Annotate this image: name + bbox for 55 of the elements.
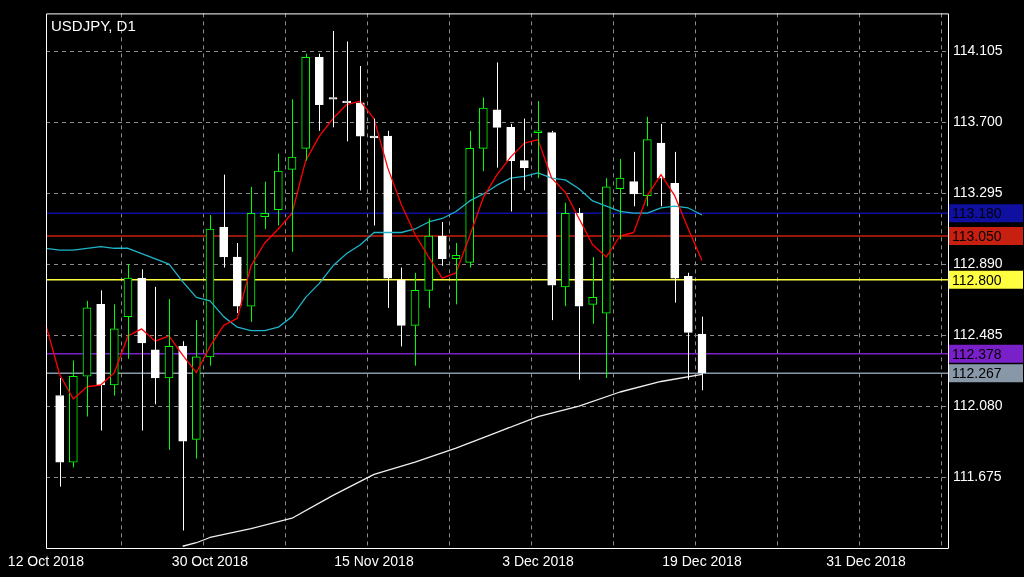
candlestick xyxy=(520,118,529,191)
y-tick-label: 113.700 xyxy=(953,112,1003,129)
candlestick xyxy=(602,177,611,379)
candlestick xyxy=(328,30,338,128)
candlestick xyxy=(178,340,187,531)
candlestick xyxy=(588,256,597,325)
candlestick xyxy=(233,242,242,314)
candlestick xyxy=(151,286,160,405)
candlestick xyxy=(643,116,652,207)
x-tick-label: 30 Oct 2018 xyxy=(171,553,249,570)
candlestick xyxy=(69,359,78,468)
candlestick xyxy=(533,100,543,179)
candlestick xyxy=(397,267,406,347)
y-tick-label: 113.295 xyxy=(953,183,1003,200)
candlestick xyxy=(670,151,679,304)
candlestick xyxy=(137,268,146,432)
ref-line-label: 112.800 xyxy=(952,271,1002,288)
candlestick xyxy=(96,289,105,432)
candlestick xyxy=(219,174,228,269)
candlestick xyxy=(383,130,392,309)
y-tick-label: 114.105 xyxy=(953,41,1003,58)
x-tick-label: 12 Oct 2018 xyxy=(7,553,85,570)
candlestick xyxy=(697,316,707,391)
candlestick xyxy=(438,221,447,267)
candlestick xyxy=(274,153,283,226)
x-tick-label: 31 Dec 2018 xyxy=(826,553,906,570)
candlestick xyxy=(356,65,365,191)
candlestick xyxy=(424,217,433,309)
candlestick xyxy=(629,151,638,207)
ref-line-label: 113.180 xyxy=(952,205,1002,222)
candlestick xyxy=(410,272,420,367)
y-tick-label: 112.485 xyxy=(953,325,1003,342)
ref-line-label: 112.267 xyxy=(952,365,1002,382)
candlestick xyxy=(164,298,174,451)
candlestick xyxy=(492,61,502,169)
x-tick-label: 19 Dec 2018 xyxy=(662,553,742,570)
ref-line-label: 112.378 xyxy=(952,345,1002,362)
chart-title: USDJPY, D1 xyxy=(51,17,136,35)
x-tick-label: 15 Nov 2018 xyxy=(334,553,414,570)
x-tick-label: 3 Dec 2018 xyxy=(502,553,575,570)
candlestick xyxy=(561,202,570,307)
candlestick xyxy=(260,181,269,230)
candlestick xyxy=(547,130,556,321)
candlestick xyxy=(465,130,474,269)
y-tick-label: 112.890 xyxy=(953,254,1003,271)
candlestick xyxy=(479,97,488,172)
candlestick xyxy=(55,377,64,488)
candlestick xyxy=(110,303,119,397)
y-tick-label: 111.675 xyxy=(953,467,1002,484)
y-tick-label: 112.080 xyxy=(953,396,1003,413)
ref-line-label: 113.050 xyxy=(952,227,1002,244)
candlestick xyxy=(192,319,201,460)
candlestick xyxy=(83,300,91,418)
candlestick xyxy=(123,263,133,360)
candlestick xyxy=(287,98,297,253)
